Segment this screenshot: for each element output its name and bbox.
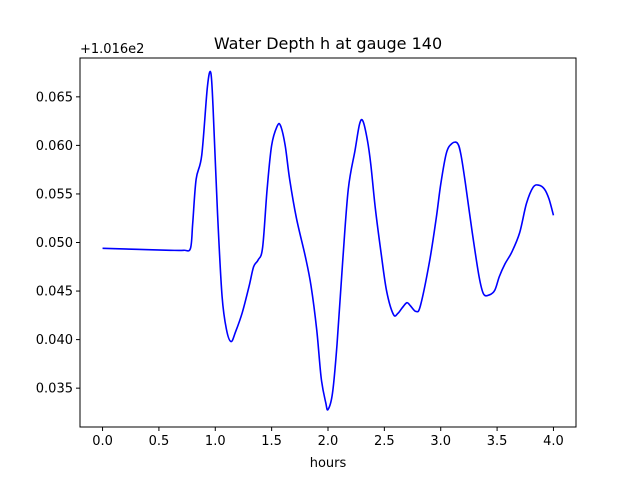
x-axis: 0.0 0.5 1.0 1.5 2.0 2.5 3.0 3.5 4.0 <box>92 427 564 449</box>
plot-area <box>80 58 576 427</box>
x-tick-label: 3.5 <box>487 434 508 449</box>
x-tick-label: 0.5 <box>149 434 170 449</box>
series-layer <box>102 70 555 411</box>
chart-title: Water Depth h at gauge 140 <box>214 34 442 53</box>
x-axis-label: hours <box>310 456 347 471</box>
plot-frame <box>79 57 577 428</box>
y-axis: 0.035 0.040 0.045 0.050 0.055 0.060 0.065 <box>36 90 80 397</box>
x-tick-label: 1.5 <box>261 434 282 449</box>
x-tick-label: 3.0 <box>430 434 451 449</box>
plot-background <box>80 58 576 427</box>
y-axis-offset-text: +1.016e2 <box>80 42 144 57</box>
x-tick-label: 4.0 <box>543 434 564 449</box>
y-tick-label: 0.045 <box>36 285 73 300</box>
y-tick-label: 0.065 <box>36 90 73 105</box>
y-tick-label: 0.055 <box>36 187 73 202</box>
y-tick-label: 0.060 <box>36 139 73 154</box>
x-tick-label: 0.0 <box>92 434 113 449</box>
x-tick-label: 2.0 <box>318 434 339 449</box>
x-tick-label: 2.5 <box>374 434 395 449</box>
y-tick-label: 0.050 <box>36 236 73 251</box>
series-line <box>102 70 555 411</box>
y-tick-label: 0.040 <box>36 333 73 348</box>
y-tick-label: 0.035 <box>36 382 73 397</box>
x-tick-label: 1.0 <box>205 434 226 449</box>
